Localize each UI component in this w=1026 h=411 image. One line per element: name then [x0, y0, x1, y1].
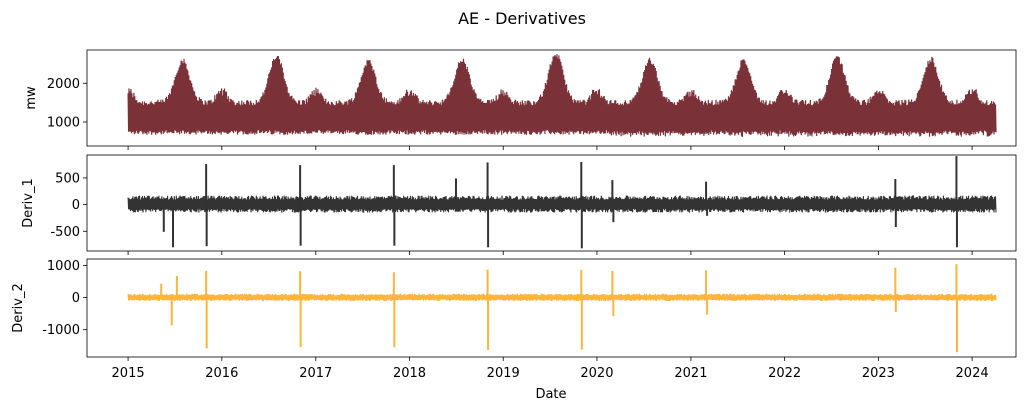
- series-deriv-1: [127, 156, 997, 249]
- axes-frame: [86, 49, 1017, 147]
- y-tick-label: -1000: [42, 323, 80, 338]
- x-axis-label: Date: [535, 387, 566, 402]
- y-tick-label: 500: [55, 171, 80, 186]
- y-tick-label: 0: [72, 291, 80, 306]
- x-tick-label: 2015: [112, 366, 145, 381]
- x-tick-label: 2022: [768, 366, 801, 381]
- series-mw: [127, 54, 997, 137]
- y-tick-label: 0: [72, 198, 80, 213]
- y-axis-label: mw: [24, 86, 39, 110]
- panel-deriv-1: -500 0 500 Deriv_1: [21, 154, 1017, 255]
- panels: 1000 2000 mw -500 0 500 Deriv_1 -1000 0 1000 Deriv…: [11, 49, 1017, 381]
- deriv-1-line: [127, 195, 997, 213]
- series-deriv-2: [127, 264, 997, 353]
- x-tick-label: 2017: [299, 366, 332, 381]
- x-tick-label: 2018: [393, 366, 426, 381]
- y-tick-label: -500: [50, 225, 80, 240]
- y-tick-label: 1000: [47, 116, 80, 131]
- x-tick-label: 2024: [956, 366, 989, 381]
- x-tick-label: 2020: [580, 366, 613, 381]
- y-tick-label: 1000: [47, 259, 80, 274]
- mw-band: [128, 109, 996, 133]
- x-tick-label: 2021: [674, 366, 707, 381]
- x-tick-label: 2023: [862, 366, 895, 381]
- x-tick-label: 2016: [205, 366, 238, 381]
- panel-deriv-2: -1000 0 1000 Deriv_2 2015 2016 2017 2018 2019 202…: [11, 258, 1017, 381]
- chart-title: AE - Derivatives: [458, 9, 586, 28]
- panel-mw: 1000 2000 mw: [24, 49, 1017, 150]
- axes-frame: [86, 258, 1017, 358]
- y-axis-label: Deriv_2: [11, 283, 26, 332]
- axes-frame: [86, 154, 1017, 252]
- y-tick-label: 2000: [47, 77, 80, 92]
- y-axis-label: Deriv_1: [21, 178, 36, 227]
- deriv-2-line: [127, 293, 997, 301]
- x-tick-label: 2019: [487, 366, 520, 381]
